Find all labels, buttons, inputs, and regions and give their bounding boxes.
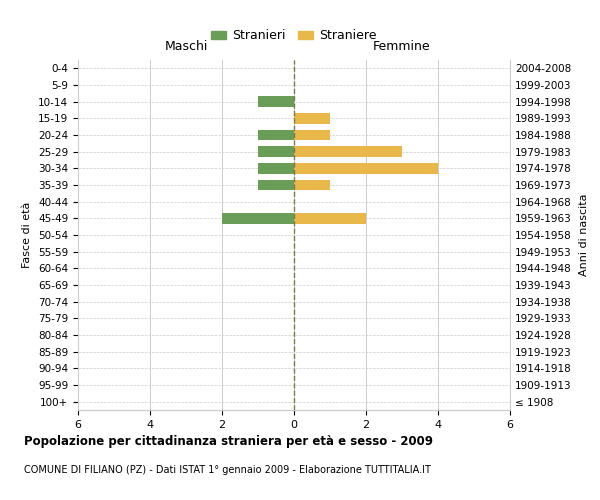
Bar — [258, 96, 294, 107]
Bar — [294, 163, 438, 174]
Y-axis label: Anni di nascita: Anni di nascita — [578, 194, 589, 276]
Text: COMUNE DI FILIANO (PZ) - Dati ISTAT 1° gennaio 2009 - Elaborazione TUTTITALIA.IT: COMUNE DI FILIANO (PZ) - Dati ISTAT 1° g… — [24, 465, 431, 475]
Legend: Stranieri, Straniere: Stranieri, Straniere — [206, 24, 382, 48]
Bar — [294, 213, 366, 224]
Bar — [258, 146, 294, 157]
Text: Maschi: Maschi — [164, 40, 208, 53]
Bar — [222, 213, 294, 224]
Bar — [258, 163, 294, 174]
Text: Femmine: Femmine — [373, 40, 431, 53]
Bar — [258, 180, 294, 190]
Text: Popolazione per cittadinanza straniera per età e sesso - 2009: Popolazione per cittadinanza straniera p… — [24, 435, 433, 448]
Bar — [294, 180, 330, 190]
Bar — [258, 130, 294, 140]
Bar — [294, 130, 330, 140]
Bar — [294, 113, 330, 124]
Y-axis label: Fasce di età: Fasce di età — [22, 202, 32, 268]
Bar — [294, 146, 402, 157]
